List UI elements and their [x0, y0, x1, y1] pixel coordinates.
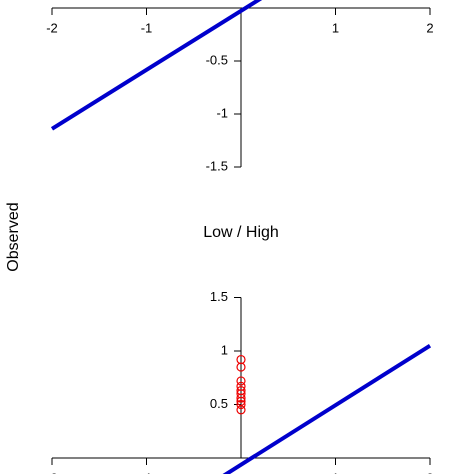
point [236, 354, 246, 365]
x-tick-label: -2 [46, 470, 58, 474]
y-tick-label: -0.5 [206, 52, 228, 67]
x-tick-label: -1 [141, 20, 153, 35]
fit-line [50, 0, 263, 131]
y-axis-label: Observed [5, 202, 22, 271]
point [236, 385, 246, 396]
point [236, 381, 246, 391]
x-tick-label: -1 [141, 470, 153, 474]
x-tick-label: 1 [332, 470, 339, 474]
panel-title: Low / High [203, 224, 279, 241]
fit-line [222, 343, 432, 474]
y-tick-label: -1 [216, 105, 228, 120]
x-tick-label: -2 [46, 20, 58, 35]
x-tick-label: 2 [426, 20, 433, 35]
point [236, 399, 246, 410]
point [236, 376, 246, 386]
x-tick-label: 2 [426, 470, 433, 474]
y-tick-label: -1.5 [206, 158, 228, 173]
y-tick-label: 0.5 [210, 396, 228, 411]
y-tick-label: 1.5 [210, 289, 228, 304]
x-tick-label: 1 [332, 20, 339, 35]
y-tick-label: 1 [221, 342, 228, 357]
